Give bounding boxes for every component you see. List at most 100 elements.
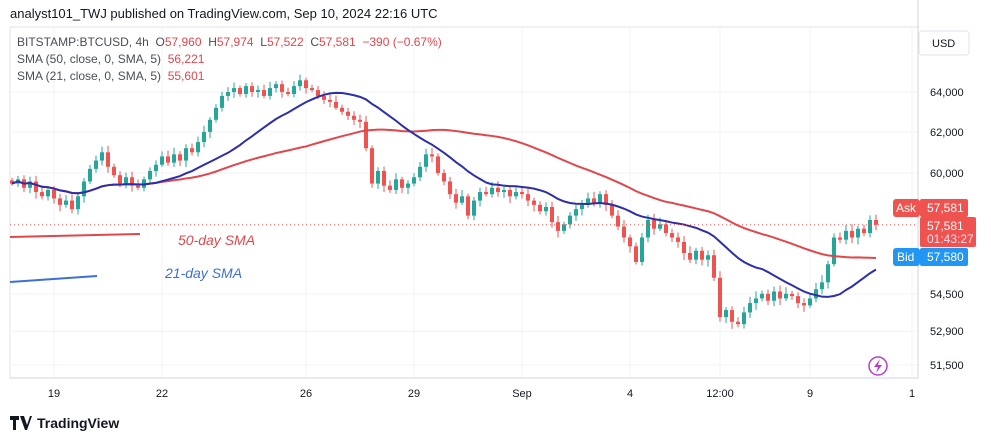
candle-body <box>466 196 470 216</box>
candle-body <box>532 200 536 205</box>
x-tick-label: 29 <box>408 388 420 400</box>
candle-body <box>76 196 80 210</box>
published-header: analyst101_TWJ published on TradingView.… <box>10 6 438 21</box>
sma50-line <box>11 128 877 260</box>
currency-button[interactable] <box>918 30 970 56</box>
candle-body <box>790 293 794 297</box>
bid-price-tag <box>920 248 968 266</box>
candle-body <box>850 230 854 238</box>
candle-body <box>82 181 86 197</box>
candle-body <box>754 298 758 304</box>
y-tick-label: 64,000 <box>930 87 964 99</box>
candle-body <box>712 255 716 278</box>
tradingview-logo-icon <box>10 416 32 430</box>
candle-body <box>610 204 614 216</box>
candle-body <box>802 303 806 306</box>
candle-body <box>826 264 830 283</box>
candle-body <box>34 181 38 193</box>
candle-body <box>346 111 350 116</box>
candle-body <box>634 246 638 262</box>
candle-body <box>382 170 386 186</box>
candle-body <box>598 194 602 203</box>
sma21-annotation-line <box>9 275 98 283</box>
tradingview-logo[interactable]: TradingView <box>10 415 119 431</box>
y-tick-label: 62,000 <box>930 127 964 139</box>
candle-body <box>484 192 488 195</box>
x-tick-label: 26 <box>300 388 312 400</box>
candle-body <box>736 321 740 325</box>
candle-body <box>238 88 242 94</box>
candle-body <box>112 166 116 176</box>
y-tick-label: 60,000 <box>930 168 964 180</box>
candle-body <box>778 291 782 299</box>
candle-body <box>874 219 878 225</box>
candle-body <box>316 90 320 96</box>
candle-body <box>496 187 500 193</box>
candle-body <box>646 219 650 238</box>
candle-body <box>502 189 506 193</box>
candle-body <box>574 209 578 216</box>
candle-body <box>340 107 344 112</box>
candle-body <box>304 80 308 89</box>
candle-body <box>670 233 674 238</box>
x-tick-label: 9 <box>807 388 813 400</box>
legend-ohlc: BITSTAMP:BTCUSD, 4h O57,960 H57,974 L57,… <box>17 35 442 49</box>
candle-body <box>508 189 512 197</box>
candle-body <box>232 88 236 92</box>
candle-body <box>364 121 368 149</box>
legend-sma50[interactable]: SMA (50, close, 0, SMA, 5) 56,221 <box>17 52 204 66</box>
close-value: 57,581 <box>318 35 356 49</box>
bid-tag-label: Bid <box>897 250 914 264</box>
candle-body <box>586 198 590 205</box>
candle-body <box>832 237 836 265</box>
sma50-value: 56,221 <box>167 52 205 66</box>
candle-body <box>202 131 206 143</box>
candle-body <box>190 148 194 153</box>
candle-body <box>280 84 284 92</box>
x-tick-label: 22 <box>156 388 168 400</box>
candle-body <box>268 88 272 96</box>
sma50-annotation-line <box>9 233 141 238</box>
sma21-label: SMA (21, close, 0, SMA, 5) <box>17 69 162 83</box>
candle-body <box>616 215 620 227</box>
candle-body <box>706 255 710 260</box>
candle-body <box>472 200 476 216</box>
candle-body <box>460 196 464 203</box>
candle-body <box>418 166 422 178</box>
last-price: 57,581 <box>927 219 964 233</box>
candle-body <box>424 154 428 167</box>
candle-body <box>118 175 122 184</box>
candle-body <box>262 90 266 96</box>
candle-body <box>10 180 14 184</box>
candle-body <box>538 204 542 212</box>
bid-tag <box>893 248 920 266</box>
candle-body <box>556 222 560 231</box>
legend-sma21[interactable]: SMA (21, close, 0, SMA, 5) 55,601 <box>17 69 204 83</box>
candle-body <box>664 224 668 234</box>
candle-body <box>148 170 152 180</box>
candle-body <box>724 310 728 318</box>
c-label: C <box>310 35 319 49</box>
candle-body <box>106 152 110 167</box>
candle-body <box>862 228 866 234</box>
candle-body <box>394 179 398 190</box>
candle-body <box>160 156 164 165</box>
candle-body <box>46 189 50 197</box>
candle-body <box>562 224 566 231</box>
candle-body <box>694 250 698 260</box>
candle-body <box>682 241 686 254</box>
candle-body <box>124 177 128 184</box>
candle-body <box>256 90 260 92</box>
candle-body <box>688 253 692 260</box>
candle-body <box>760 293 764 299</box>
candle-body <box>328 99 332 102</box>
candle-body <box>448 181 452 195</box>
candle-body <box>442 173 446 182</box>
candle-body <box>178 154 182 161</box>
bid-price: 57,580 <box>927 250 964 264</box>
legend-symbol[interactable]: BITSTAMP:BTCUSD, 4h <box>17 35 149 49</box>
candle-body <box>814 289 818 299</box>
low-value: 57,522 <box>266 35 304 49</box>
